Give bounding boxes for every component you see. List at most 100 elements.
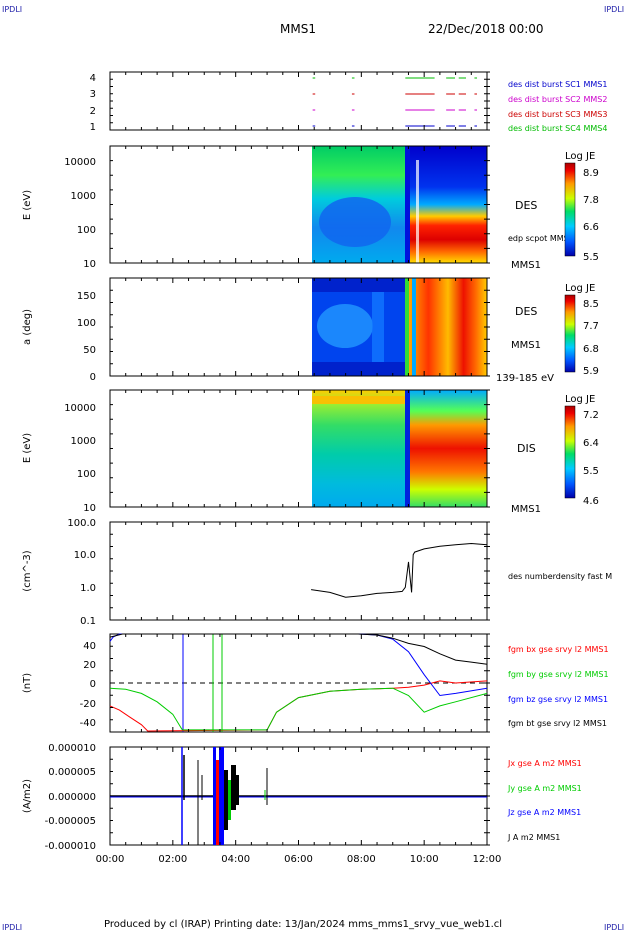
corner-label-bottom-left: IPDLI (2, 923, 23, 932)
colorbar-tick: 7.7 (583, 321, 599, 332)
spectrogram-region-late (409, 390, 487, 507)
legend-entry: des dist burst SC3 MMS3 (508, 110, 607, 119)
legend-entry: Jz gse A m2 MMS1 (507, 808, 581, 817)
panel-des-energy: 10000 1000 100 10 E (eV) DES edp scpot M… (22, 145, 599, 271)
tick-label: 100.0 (67, 518, 96, 529)
density-line (311, 542, 488, 598)
tick-label: 0.000010 (48, 743, 96, 754)
corner-label-top-left: IPDLI (2, 5, 23, 14)
spike-block (236, 775, 239, 805)
spike-block (219, 747, 224, 845)
colorbar-tick: 5.9 (583, 366, 599, 377)
corner-label-bottom-right: IPDLI (604, 923, 625, 932)
spacecraft-label: MMS1 (511, 340, 541, 351)
colorbar (564, 294, 576, 373)
spike-block (213, 747, 216, 845)
legend-entry: fgm bx gse srvy l2 MMS1 (508, 645, 609, 654)
tick-label: -20 (80, 699, 96, 710)
legend-entry: fgm bt gse srvy l2 MMS1 (508, 719, 607, 728)
footer-credit: Produced by cl (IRAP) Printing date: 13/… (104, 919, 503, 930)
spectrogram-band (312, 396, 409, 404)
colorbar-tick: 5.5 (583, 466, 599, 477)
colorbar-tick: 4.6 (583, 496, 599, 507)
tick-label: 0 (90, 679, 96, 690)
axis-label-y: (nT) (22, 673, 33, 693)
colorbar-tick: 6.4 (583, 438, 599, 449)
colorbar-title: Log JE (565, 151, 595, 162)
tick-label: 0.000005 (48, 767, 96, 778)
spectrogram-feature (319, 197, 391, 247)
tick-label: 1.0 (80, 583, 96, 594)
corner-label-top-right: IPDLI (604, 5, 625, 14)
colorbar-tick: 6.6 (583, 222, 599, 233)
tick-label: -0.000005 (45, 816, 96, 827)
tick-label: 20 (83, 660, 96, 671)
legend-entry: des numberdensity fast M (508, 572, 612, 581)
tick-label: 1000 (71, 191, 96, 202)
spectrogram-band (312, 278, 409, 292)
instrument-label: DIS (517, 442, 536, 455)
spike-block (228, 780, 231, 820)
x-tick-label: 12:00 (473, 854, 502, 865)
colorbar-title: Log JE (565, 283, 595, 294)
spike-block (216, 760, 219, 845)
tick-label: 40 (83, 641, 96, 652)
tick-label: 1000 (71, 436, 96, 447)
tick-label: 100 (77, 225, 96, 236)
tick-label: 0.000000 (48, 792, 96, 803)
instrument-label: DES (515, 305, 537, 318)
x-tick-label: 10:00 (410, 854, 439, 865)
axis-label-y: E (eV) (22, 433, 33, 463)
energy-range-label: 139-185 eV (496, 373, 554, 384)
by-line (109, 687, 488, 731)
spike-block (224, 770, 228, 830)
tick-label: 1 (90, 122, 96, 133)
colorbar-tick: 7.2 (583, 410, 599, 421)
tick-label: 10 (83, 503, 96, 514)
tick-label: 100 (77, 469, 96, 480)
spacecraft-label: MMS1 (511, 504, 541, 515)
instrument-label: DES (515, 199, 537, 212)
x-tick-label: 02:00 (158, 854, 187, 865)
colorbar-tick: 6.8 (583, 344, 599, 355)
tick-label: 150 (77, 291, 96, 302)
current-spikes (181, 747, 268, 845)
spike-block (231, 765, 236, 810)
tick-label: 10000 (64, 403, 96, 414)
x-tick-label: 06:00 (284, 854, 313, 865)
axis-label-y: E (eV) (22, 190, 33, 220)
legend-entry: fgm by gse srvy l2 MMS1 (508, 670, 609, 679)
legend-entry: J A m2 MMS1 (507, 833, 560, 842)
colorbar-tick: 5.5 (583, 252, 599, 263)
tick-label: 100 (77, 318, 96, 329)
panel-dis-energy: 10000 1000 100 10 E (eV) DIS MMS1 Log JE… (22, 389, 599, 515)
spacecraft-label: MMS1 (511, 260, 541, 271)
frame-ticks (109, 71, 490, 846)
colorbar (564, 162, 576, 257)
legend-entry: des dist burst SC1 MMS1 (508, 80, 607, 89)
spectrogram-band (312, 362, 409, 376)
colorbar-title: Log JE (565, 394, 595, 405)
legend-entry: Jy gse A m2 MMS1 (507, 784, 582, 793)
axis-label-y: (A/m2) (22, 779, 33, 813)
spectrogram-stripe (405, 146, 410, 263)
tick-label: -40 (80, 718, 96, 729)
colorbar (564, 405, 576, 499)
axis-label-y: (cm^-3) (22, 550, 33, 591)
panel-current: 0.000010 0.000005 0.000000 -0.000005 -0.… (22, 743, 582, 865)
tick-label: 2 (90, 106, 96, 117)
spectrogram-feature (372, 292, 384, 362)
spectrogram-gap (416, 160, 419, 263)
panel-bfield: 40 20 0 -20 -40 (nT) fgm bx gse srvy l2 … (22, 633, 609, 733)
tick-label: 10000 (64, 157, 96, 168)
date-title: 22/Dec/2018 00:00 (428, 22, 544, 36)
bz-line (109, 633, 488, 697)
tick-label: 0.1 (80, 616, 96, 627)
x-tick-label: 04:00 (221, 854, 250, 865)
tick-label: -0.000010 (45, 841, 96, 852)
spectrogram-region-late (409, 278, 487, 376)
tick-label: 10 (83, 259, 96, 270)
axis-label-y: a (deg) (22, 309, 33, 345)
tick-label: 4 (90, 73, 96, 84)
